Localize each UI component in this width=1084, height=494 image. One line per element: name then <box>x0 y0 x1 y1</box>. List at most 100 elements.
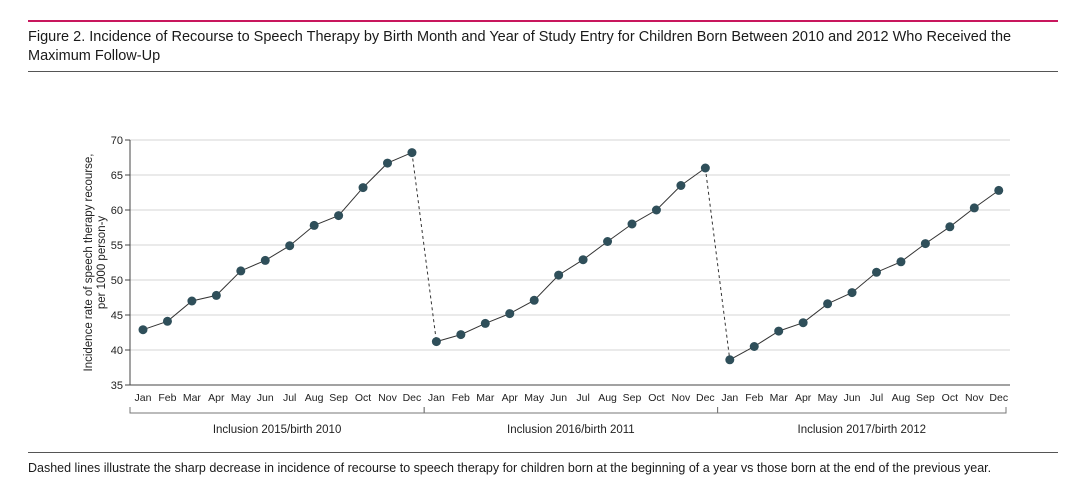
top-accent-rule <box>28 20 1058 22</box>
data-point <box>456 330 466 340</box>
data-point <box>480 318 490 328</box>
y-tick-label: 55 <box>111 240 123 252</box>
month-tick-label: Jul <box>283 392 296 404</box>
data-point <box>138 325 148 335</box>
data-point <box>700 163 710 173</box>
group-label: Inclusion 2016/birth 2011 <box>507 424 635 436</box>
month-tick-label: May <box>818 392 839 404</box>
month-tick-label: Feb <box>452 392 470 404</box>
month-tick-label: Jan <box>721 392 738 404</box>
data-point <box>529 295 539 305</box>
data-point <box>236 266 246 276</box>
data-point <box>431 337 441 347</box>
data-point <box>309 220 319 230</box>
data-point <box>945 222 955 232</box>
data-point <box>969 203 979 213</box>
month-tick-label: Sep <box>916 392 935 404</box>
month-tick-label: Aug <box>305 392 324 404</box>
y-tick-label: 70 <box>111 135 123 147</box>
month-tick-label: Feb <box>745 392 763 404</box>
month-tick-label: Dec <box>403 392 422 404</box>
chart-area: 35 40 45 50 55 60 65 70 Incidence rate of speech… <box>0 110 1084 445</box>
month-tick-label: Nov <box>672 392 691 404</box>
data-point <box>187 296 197 306</box>
title-divider <box>28 71 1058 72</box>
data-point <box>798 318 808 328</box>
figure-title: Figure 2. Incidence of Recourse to Speec… <box>28 29 1012 64</box>
month-tick-label: Sep <box>623 392 642 404</box>
group-bracket <box>423 407 719 414</box>
data-point <box>725 355 735 365</box>
data-point <box>578 255 588 265</box>
y-tick-label: 45 <box>111 310 123 322</box>
data-point <box>994 185 1004 195</box>
month-tick-label: Jan <box>135 392 152 404</box>
y-tick-label: 35 <box>111 380 123 392</box>
month-tick-label: Aug <box>598 392 617 404</box>
dashed-connector <box>411 152 437 342</box>
data-point <box>554 270 564 280</box>
data-point <box>260 255 270 265</box>
y-tick-label: 65 <box>111 170 123 182</box>
month-tick-label: Nov <box>378 392 397 404</box>
data-point <box>847 288 857 298</box>
month-tick-label: Apr <box>502 392 519 404</box>
y-axis-label-line: per 1000 person-y <box>96 216 108 310</box>
data-point <box>749 342 759 351</box>
month-tick-label: Jun <box>550 392 567 404</box>
series-line <box>729 189 1000 361</box>
series-line <box>142 152 413 331</box>
month-tick-label: Jun <box>844 392 861 404</box>
month-tick-label: Sep <box>329 392 348 404</box>
data-point <box>383 158 392 168</box>
month-tick-label: Mar <box>770 392 789 404</box>
y-tick-label: 60 <box>111 205 123 217</box>
y-axis-label: Incidence rate of speech therapy recours… <box>83 154 108 372</box>
data-point <box>211 290 221 300</box>
series-line <box>436 167 706 343</box>
footnote-divider <box>28 452 1058 453</box>
data-point <box>920 239 930 249</box>
month-tick-label: Oct <box>355 392 371 404</box>
month-tick-label: Jan <box>428 392 445 404</box>
data-point <box>162 316 172 326</box>
data-point <box>505 309 515 319</box>
group-bracket <box>717 407 1007 414</box>
y-tick-label: 50 <box>111 275 123 287</box>
month-tick-label: May <box>231 392 252 404</box>
data-point <box>407 148 417 158</box>
group-bracket <box>129 407 425 414</box>
month-tick-label: Jul <box>870 392 883 404</box>
month-tick-label: Apr <box>795 392 812 404</box>
month-tick-label: Jun <box>257 392 274 404</box>
month-tick-label: Oct <box>648 392 664 404</box>
month-tick-label: Oct <box>942 392 958 404</box>
month-tick-label: Mar <box>476 392 495 404</box>
month-tick-label: Dec <box>989 392 1008 404</box>
month-tick-label: Jul <box>576 392 589 404</box>
month-tick-label: Feb <box>158 392 176 404</box>
month-tick-label: Mar <box>183 392 202 404</box>
group-label: Inclusion 2015/birth 2010 <box>213 424 342 436</box>
month-tick-label: Nov <box>965 392 984 404</box>
data-point <box>651 205 661 215</box>
dashed-connector <box>704 167 731 360</box>
month-tick-label: Dec <box>696 392 715 404</box>
group-label: Inclusion 2017/birth 2012 <box>798 424 927 436</box>
y-tick-label: 40 <box>111 345 123 357</box>
data-point <box>823 299 833 309</box>
data-point <box>872 267 881 277</box>
line-chart: 35 40 45 50 55 60 65 70 Incidence rate of speech… <box>83 135 1010 436</box>
data-point <box>334 211 344 221</box>
data-point <box>627 219 637 229</box>
data-point <box>603 237 613 246</box>
data-point <box>774 326 784 336</box>
data-point <box>896 257 906 267</box>
month-tick-label: Aug <box>892 392 911 404</box>
month-tick-label: Apr <box>208 392 225 404</box>
month-tick-label: May <box>524 392 545 404</box>
data-point <box>285 241 295 251</box>
data-point <box>358 183 368 193</box>
y-axis-label-line: Incidence rate of speech therapy recours… <box>83 154 95 372</box>
data-point <box>676 181 686 190</box>
